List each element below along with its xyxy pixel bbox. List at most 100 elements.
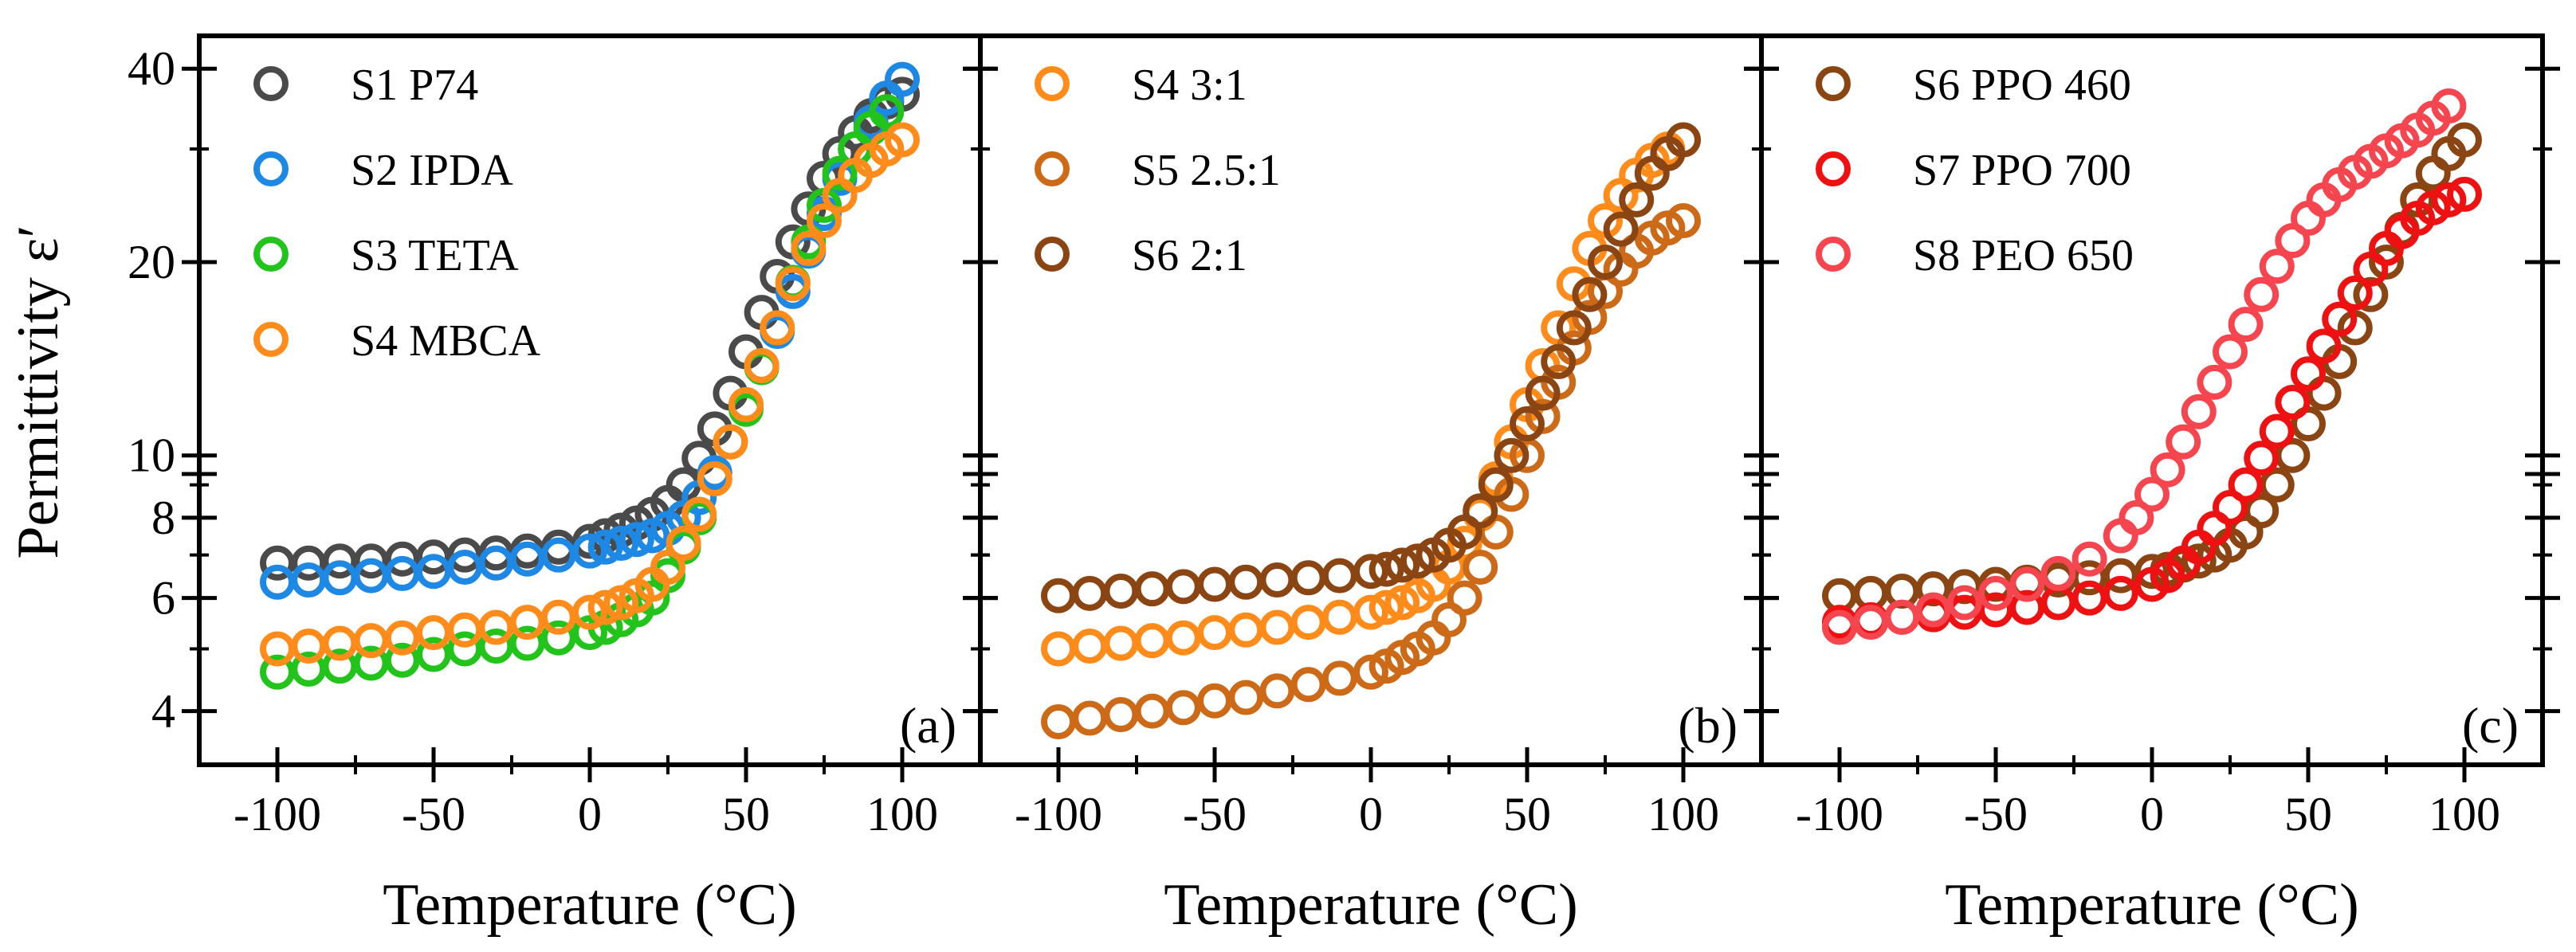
data-point [2071,580,2107,616]
data-point [2244,441,2280,476]
x-axis-title: Temperature (°C) [383,872,797,938]
data-point [509,625,545,661]
data-point [1197,615,1232,651]
x-tick-label: 0 [2140,788,2164,840]
data-point [2166,424,2201,460]
data-point [791,230,827,266]
data-point [1165,690,1201,726]
data-point [1041,631,1076,667]
data-point [447,612,483,648]
data-point [1525,375,1561,411]
data-point [2275,223,2311,259]
data-point [1603,211,1639,247]
panel-label: (a) [900,697,956,754]
data-point [2431,182,2467,217]
data-point [1368,551,1404,587]
data-point [1259,673,1295,709]
data-point [1447,580,1482,616]
data-point [587,590,623,625]
legend-marker [1816,66,1851,101]
data-point [2181,543,2217,579]
legend-marker [1816,151,1851,186]
data-point [1666,122,1701,158]
y-tick-label: 10 [128,429,175,482]
data-point [2009,566,2045,602]
data-point [618,522,654,558]
data-point [1353,554,1388,590]
data-point [2197,364,2232,400]
data-point [2213,489,2248,525]
data-point [1822,609,1857,645]
data-point [2259,249,2295,284]
data-point [1134,571,1170,607]
data-point [1588,244,1623,280]
panel-1: -100 -50 0 50 100 4 6 8 10 20 40 S1 P74 S2 IPDA S3 TE… [128,33,998,938]
x-tick-label: 0 [1359,788,1383,840]
data-point [2103,575,2138,611]
data-point [1134,623,1170,659]
panel-label: (c) [2462,697,2519,754]
data-point [2228,307,2264,343]
data-point [2431,88,2467,124]
x-tick-label: 100 [1647,788,1719,840]
data-point [1103,625,1139,661]
x-tick-label: -50 [1183,788,1247,840]
data-point [2306,375,2342,411]
data-point [1321,599,1357,635]
x-tick-label: 50 [722,788,770,840]
x-tick-label: 100 [2429,788,2500,840]
data-point [1478,467,1514,503]
data-point [1290,605,1326,641]
data-point [1853,605,1889,641]
data-point [1041,704,1076,740]
legend-marker [1035,237,1070,272]
data-point [885,61,920,97]
data-point [1290,667,1326,703]
data-point [1103,573,1139,609]
data-point [2213,334,2248,370]
data-point [540,620,576,656]
legend-marker [1816,237,1851,272]
data-point [2134,476,2170,512]
legend-marker [253,151,289,186]
data-point [744,347,779,383]
data-point [2259,413,2295,449]
data-point [1619,182,1655,217]
data-point [509,605,545,641]
x-tick-label: 100 [866,788,938,840]
data-point [1228,612,1264,648]
legend-marker [253,237,289,272]
data-point [775,266,811,302]
data-point [2291,201,2326,237]
data-point [1321,558,1357,594]
legend-label: S8 PEO 650 [1913,231,2134,280]
data-point [260,564,295,600]
x-tick-label: 0 [578,788,602,840]
data-point [1884,599,1920,635]
data-point [1556,310,1592,346]
data-point [1541,343,1577,379]
data-point [572,533,607,569]
data-point [1946,585,1982,621]
legend-label: S2 IPDA [351,146,513,195]
panels-layer: -100 -50 0 50 100 4 6 8 10 20 40 S1 P74 S2 IPDA S3 TE… [128,33,2560,938]
panel-label: (b) [1678,697,1738,754]
series-s6-2-1 [1041,122,1701,613]
x-tick-label: 50 [1503,788,1551,840]
data-point [2244,276,2280,312]
data-point [2353,276,2389,312]
data-point [2306,328,2342,364]
data-point [760,310,795,346]
data-point [478,609,514,645]
data-point [2275,384,2311,420]
data-point [1447,525,1482,561]
legend-label: S7 PPO 700 [1913,146,2131,195]
data-point [2009,590,2045,625]
data-point [1494,437,1530,473]
data-point [1572,276,1608,312]
legend-label: S4 MBCA [351,316,541,366]
x-tick-label: -100 [1015,788,1102,840]
legend-marker [1035,66,1070,101]
series-s4-mbca [260,122,920,667]
data-point [2134,554,2170,590]
